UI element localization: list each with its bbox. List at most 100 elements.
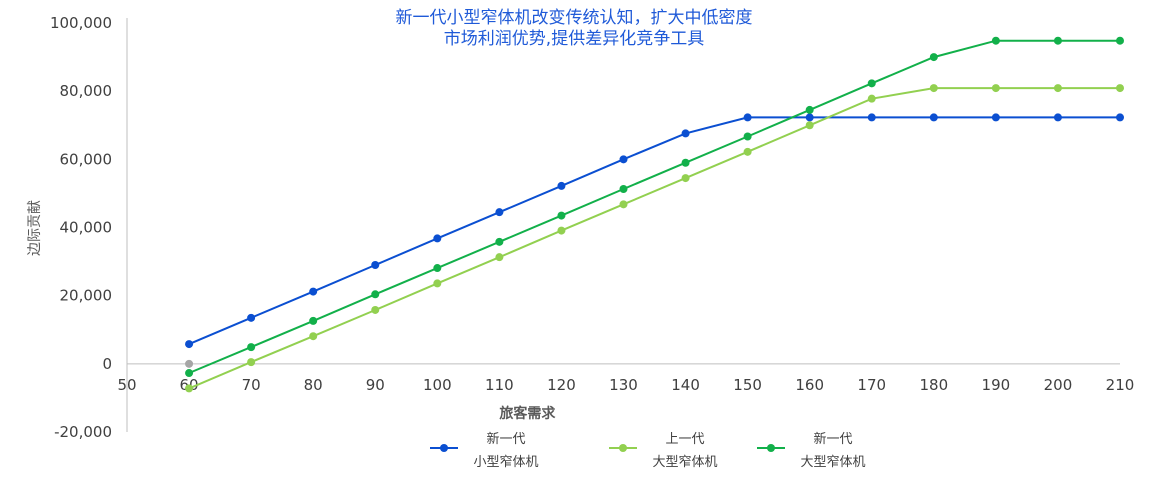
data-point: [929, 84, 938, 93]
data-point: [185, 369, 194, 378]
data-point: [309, 316, 318, 325]
x-tick-label: 150: [733, 376, 762, 394]
x-tick-label: 200: [1044, 376, 1073, 394]
data-point: [371, 290, 380, 299]
chart-title-line-1: 新一代小型窄体机改变传统认知，扩大中低密度: [396, 8, 753, 28]
legend-label-line-2: 小型窄体机: [473, 454, 538, 470]
legend-item-1: 新一代小型窄体机: [430, 431, 539, 470]
data-point: [247, 358, 256, 367]
data-point: [619, 200, 628, 209]
x-tick-label: 120: [547, 376, 576, 394]
legend-marker: [619, 444, 627, 452]
data-point: [681, 129, 690, 138]
data-point: [991, 113, 1000, 122]
data-point: [309, 332, 318, 341]
chart-title-line-2: 市场利润优势,提供差异化竞争工具: [444, 29, 704, 49]
data-point: [619, 184, 628, 193]
x-tick-label: 210: [1106, 376, 1135, 394]
data-point: [867, 94, 876, 103]
x-tick-label: 190: [982, 376, 1011, 394]
data-point: [1053, 36, 1062, 45]
legend-marker: [767, 444, 775, 452]
data-point: [495, 237, 504, 246]
y-tick-label: -20,000: [54, 423, 112, 441]
data-point: [495, 208, 504, 217]
data-point: [619, 155, 628, 164]
y-axis-title-group: 边际贡献: [27, 200, 43, 256]
data-point: [557, 181, 566, 190]
data-point: [743, 113, 752, 122]
legend-label-line-1: 上一代: [665, 432, 704, 447]
y-axis-title: 边际贡献: [27, 200, 43, 256]
data-point: [743, 132, 752, 141]
x-tick-label: 70: [242, 376, 261, 394]
series-1: [185, 113, 1124, 349]
data-point: [1053, 84, 1062, 93]
x-axis-title: 旅客需求: [499, 405, 556, 422]
data-point: [433, 264, 442, 273]
data-point: [247, 343, 256, 352]
data-point: [371, 260, 380, 269]
series-line: [188, 39, 1120, 374]
data-point: [681, 174, 690, 183]
x-tick-label: 50: [117, 376, 136, 394]
data-point: [929, 53, 938, 62]
legend-label-line-1: 新一代: [486, 431, 525, 447]
data-point: [185, 340, 194, 349]
data-point: [247, 313, 256, 322]
data-point: [557, 211, 566, 220]
legend-label-line-1: 新一代: [813, 431, 852, 447]
data-point-grey: [185, 359, 194, 368]
data-point: [433, 234, 442, 243]
x-tick-label: 130: [609, 376, 638, 394]
series-3: [185, 36, 1124, 378]
legend-label-line-2: 大型窄体机: [652, 454, 717, 470]
data-point: [991, 36, 1000, 45]
series-line: [188, 87, 1120, 390]
data-point: [743, 147, 752, 156]
y-tick-label: 20,000: [60, 287, 113, 305]
x-tick-label: 170: [857, 376, 886, 394]
data-point: [805, 121, 814, 130]
x-tick-label: 100: [423, 376, 452, 394]
series-2: [185, 84, 1124, 393]
data-point: [495, 253, 504, 262]
data-point: [867, 79, 876, 88]
data-point: [557, 226, 566, 235]
data-point: [805, 105, 814, 114]
x-tick-label: 80: [304, 376, 323, 394]
y-tick-label: 40,000: [60, 219, 113, 237]
x-tick-label: 160: [795, 376, 824, 394]
data-point: [309, 287, 318, 296]
data-point: [371, 305, 380, 314]
x-tick-label: 180: [919, 376, 948, 394]
data-point: [1116, 84, 1124, 93]
data-point: [929, 113, 938, 122]
legend-marker: [440, 444, 448, 452]
legend-label-line-2: 大型窄体机: [800, 454, 865, 470]
y-tick-label: 100,000: [50, 14, 112, 32]
y-tick-label: 60,000: [60, 150, 113, 168]
series-line: [188, 116, 1120, 346]
data-point: [433, 279, 442, 288]
x-tick-label: 90: [366, 376, 385, 394]
data-point: [1116, 36, 1124, 45]
data-point: [991, 84, 1000, 93]
axes: -20,000 0 20,000 40,000 60,000 80,000 100,000 5…: [50, 14, 1134, 441]
data-point: [867, 113, 876, 122]
x-tick-label: 140: [671, 376, 700, 394]
data-point: [681, 158, 690, 167]
y-tick-label: 80,000: [60, 82, 113, 100]
y-tick-label: 0: [102, 355, 112, 373]
series-group: [185, 36, 1124, 393]
data-point: [185, 384, 194, 393]
data-point: [1116, 113, 1124, 122]
data-point: [1053, 113, 1062, 122]
x-tick-label: 110: [485, 376, 514, 394]
data-point: [805, 113, 814, 122]
